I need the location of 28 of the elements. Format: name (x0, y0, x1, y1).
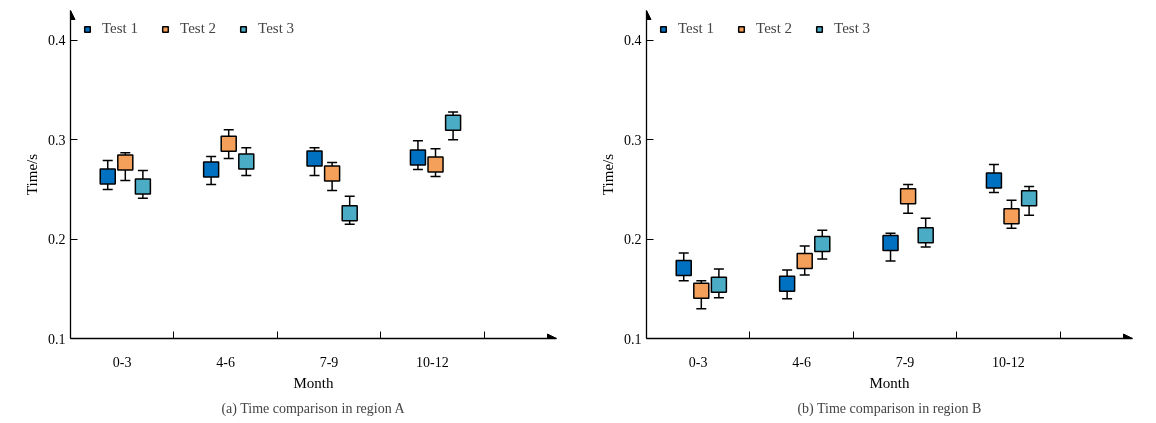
x-tick-label: 10-12 (416, 354, 449, 370)
x-tick-label: 7-9 (895, 354, 915, 370)
x-tick-label: 4-6 (792, 354, 811, 370)
x-tick-label: 0-3 (112, 354, 132, 370)
y-tick-label: 0.1 (624, 331, 642, 347)
legend-label: Test 3 (834, 20, 871, 37)
legend-label: Test 3 (258, 20, 295, 37)
x-tick-label: 7-9 (319, 354, 339, 370)
y-tick-label: 0.4 (48, 33, 66, 49)
legend-label: Test 2 (180, 20, 217, 37)
legend-label: Test 1 (102, 20, 139, 37)
y-tick-label: 0.2 (48, 232, 66, 248)
x-axis-title: Month (293, 374, 334, 391)
legend-label: Test 2 (756, 20, 793, 37)
text: (a) Time comparison in region A (221, 400, 406, 417)
y-tick-label: 0.2 (624, 232, 642, 248)
y-tick-label: 0.3 (48, 132, 66, 148)
y-axis-title: Time/s (24, 153, 40, 196)
x-tick-label: 10-12 (992, 354, 1025, 370)
x-axis-title: Month (869, 374, 910, 391)
x-tick-label: 4-6 (216, 354, 235, 370)
x-tick-label: 0-3 (688, 354, 708, 370)
y-tick-label: 0.3 (624, 132, 642, 148)
y-tick-label: 0.4 (624, 33, 642, 49)
text: (b) Time comparison in region B (797, 400, 982, 417)
legend-label: Test 1 (678, 20, 715, 37)
y-tick-label: 0.1 (48, 331, 66, 347)
y-axis-title: Time/s (600, 153, 616, 196)
